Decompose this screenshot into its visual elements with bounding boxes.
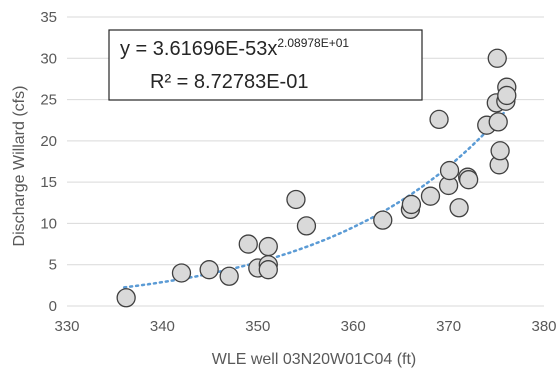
data-point [490, 141, 510, 161]
x-tick-label: 360 [341, 318, 366, 335]
data-point [497, 85, 517, 106]
y-tick-label: 5 [49, 257, 57, 274]
x-tick-label: 350 [245, 318, 270, 335]
y-tick-label: 10 [40, 215, 57, 232]
x-tick-label: 340 [150, 318, 175, 335]
data-point [429, 109, 449, 130]
x-tick-label: 330 [54, 318, 79, 335]
power-trendline [122, 109, 508, 289]
data-point [258, 260, 278, 280]
x-tick-labels: 330 340 350 360 370 380 [54, 318, 556, 335]
data-point [373, 210, 393, 230]
y-axis-title: Discharge Willard (cfs) [11, 86, 28, 247]
x-axis-title: WLE well 03N20W01C04 (ft) [212, 351, 417, 368]
data-point [286, 189, 306, 210]
y-tick-labels: 0 5 10 15 20 25 30 35 [40, 9, 57, 315]
data-points [116, 48, 517, 308]
data-point [238, 234, 258, 254]
equation-box: y = 3.61696E-53x2.08978E+01 R² = 8.72783… [108, 29, 423, 101]
y-tick-label: 20 [40, 133, 57, 150]
y-tick-label: 30 [40, 50, 57, 67]
data-point [258, 236, 278, 257]
equation-label: y = 3.61696E-53x2.08978E+01 [120, 36, 349, 60]
data-point [449, 198, 469, 218]
data-point [439, 160, 460, 181]
x-tick-label: 370 [436, 318, 461, 335]
r-squared-label: R² = 8.72783E-01 [150, 71, 308, 93]
data-point [458, 170, 479, 190]
data-point [401, 194, 422, 215]
data-point [199, 260, 219, 280]
x-tick-label: 380 [531, 318, 556, 335]
y-tick-label: 0 [49, 298, 57, 315]
y-tick-label: 35 [40, 9, 57, 26]
data-point [296, 216, 317, 236]
y-tick-label: 25 [40, 92, 57, 109]
data-point [171, 263, 192, 283]
data-point [488, 112, 508, 132]
data-point [487, 48, 507, 68]
y-tick-label: 15 [40, 174, 57, 191]
data-point [219, 266, 239, 286]
data-point [420, 186, 441, 206]
data-point [116, 288, 136, 308]
